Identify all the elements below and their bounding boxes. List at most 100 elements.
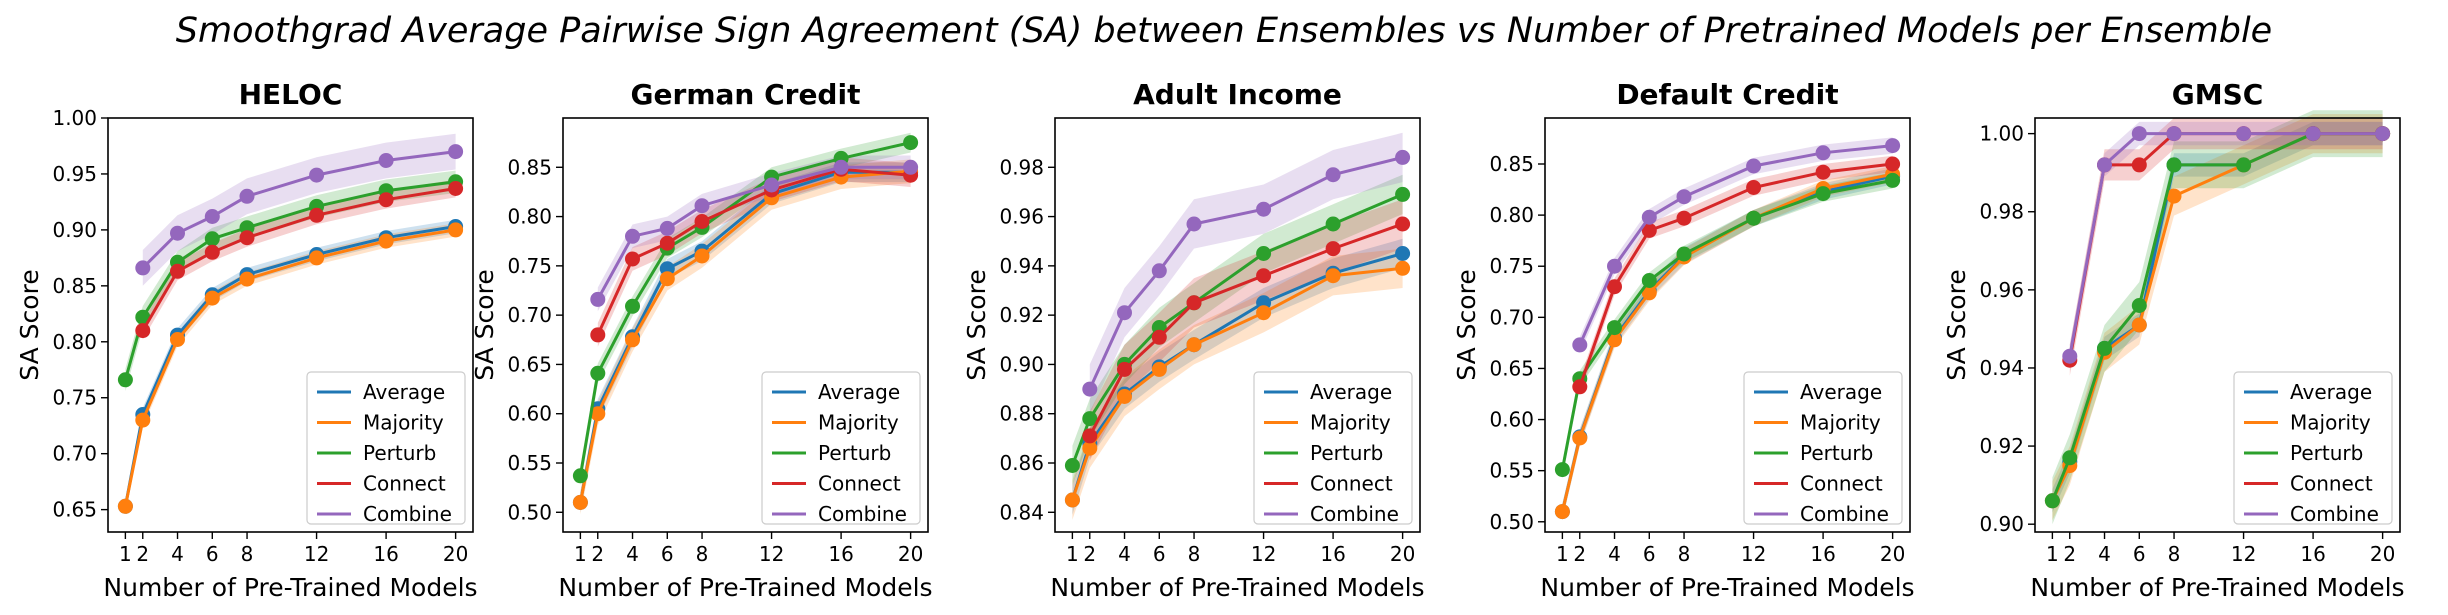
point-combine — [1885, 138, 1901, 154]
band-connect — [2069, 118, 2383, 376]
point-majority — [378, 233, 394, 249]
point-combine — [2131, 126, 2147, 142]
point-majority — [1395, 260, 1411, 276]
x-tick-label: 2 — [136, 542, 149, 566]
point-combine — [1256, 201, 1272, 217]
point-majority — [1151, 361, 1167, 377]
y-tick-label: 0.92 — [1979, 434, 2024, 458]
point-combine — [1395, 149, 1411, 165]
point-perturb — [903, 135, 919, 151]
point-perturb — [1641, 273, 1657, 288]
legend-label-majority: Majority — [1310, 411, 1391, 435]
point-perturb — [590, 365, 606, 381]
point-combine — [1641, 209, 1657, 225]
x-tick-label: 1 — [1066, 542, 1079, 566]
point-perturb — [1746, 210, 1762, 226]
x-tick-label: 6 — [2133, 542, 2146, 566]
point-connect — [1395, 216, 1411, 232]
point-perturb — [1815, 186, 1831, 202]
x-axis-label: Number of Pre-Trained Models — [558, 573, 932, 602]
y-tick-label: 0.90 — [1979, 512, 2024, 536]
y-tick-label: 0.90 — [999, 352, 1044, 376]
legend-label-perturb: Perturb — [818, 441, 891, 465]
y-axis-label: SA Score — [15, 269, 44, 380]
x-axis-label: Number of Pre-Trained Models — [1050, 573, 1424, 602]
point-combine — [2236, 126, 2252, 142]
legend: Average Majority Perturb Connect Combine — [2233, 371, 2393, 526]
x-tick-label: 4 — [171, 542, 184, 566]
legend-label-combine: Combine — [363, 502, 452, 526]
point-majority — [448, 222, 464, 238]
point-majority — [1607, 332, 1622, 348]
point-majority — [590, 406, 606, 422]
point-combine — [1117, 305, 1132, 321]
series-group — [2044, 110, 2391, 525]
point-combine — [625, 228, 640, 244]
point-combine — [590, 291, 606, 307]
point-perturb — [625, 298, 640, 314]
point-majority — [239, 271, 255, 287]
x-tick-label: 4 — [2098, 542, 2111, 566]
point-combine — [378, 153, 394, 168]
x-tick-label: 16 — [1320, 542, 1345, 566]
point-combine — [2375, 126, 2391, 142]
y-tick-label: 0.55 — [507, 451, 552, 475]
x-axis-label: Number of Pre-Trained Models — [103, 573, 477, 602]
x-tick-label: 1 — [574, 542, 587, 566]
y-axis-label: SA Score — [1942, 269, 1971, 380]
y-tick-label: 0.60 — [507, 402, 552, 426]
point-connect — [1676, 210, 1692, 226]
point-perturb — [1256, 246, 1272, 261]
point-majority — [2131, 317, 2147, 333]
legend-label-combine: Combine — [2290, 502, 2379, 526]
y-tick-label: 0.85 — [1489, 152, 1534, 176]
y-tick-label: 0.65 — [1489, 356, 1534, 380]
y-tick-label: 0.98 — [1979, 200, 2024, 224]
axes-frame — [2034, 117, 2401, 533]
band-combine — [1579, 137, 1893, 354]
legend-label-connect: Connect — [2290, 472, 2373, 496]
legend: Average Majority Perturb Connect Combine — [1253, 371, 1413, 526]
series-line-average — [123, 225, 456, 507]
legend-label-average: Average — [2290, 380, 2372, 404]
legend-box — [306, 371, 466, 525]
point-combine — [1082, 381, 1098, 397]
point-majority — [1256, 305, 1272, 321]
y-tick-label: 0.80 — [507, 205, 552, 229]
x-tick-label: 4 — [1608, 542, 1621, 566]
point-combine — [2305, 126, 2321, 142]
point-majority — [694, 248, 710, 264]
point-majority — [2166, 188, 2182, 204]
y-axis-label: SA Score — [1452, 269, 1481, 380]
point-majority — [117, 498, 133, 514]
x-tick-label: 6 — [661, 542, 674, 566]
point-majority — [309, 250, 325, 266]
point-perturb — [1885, 172, 1901, 188]
legend-label-connect: Connect — [818, 472, 901, 496]
point-majority — [659, 271, 675, 287]
point-connect — [590, 327, 606, 343]
point-combine — [764, 177, 780, 193]
x-tick-label: 8 — [2168, 542, 2181, 566]
point-connect — [239, 230, 255, 246]
point-majority — [1064, 492, 1080, 508]
band-combine — [1089, 132, 1403, 414]
x-tick-label: 2 — [2063, 542, 2076, 566]
legend-label-combine: Combine — [818, 502, 907, 526]
y-tick-label: 0.50 — [1489, 510, 1534, 534]
legend-label-combine: Combine — [1800, 502, 1889, 526]
point-perturb — [1064, 458, 1080, 473]
y-tick-label: 0.75 — [52, 386, 97, 410]
point-combine — [694, 198, 710, 214]
panel-title: Default Credit — [1616, 78, 1838, 111]
y-tick-label: 0.85 — [52, 274, 97, 298]
band-combine — [142, 133, 456, 286]
y-tick-label: 0.65 — [52, 498, 97, 522]
point-perturb — [204, 231, 220, 247]
point-majority — [1554, 504, 1570, 520]
point-combine — [1325, 167, 1341, 183]
band-connect — [1089, 199, 1403, 461]
